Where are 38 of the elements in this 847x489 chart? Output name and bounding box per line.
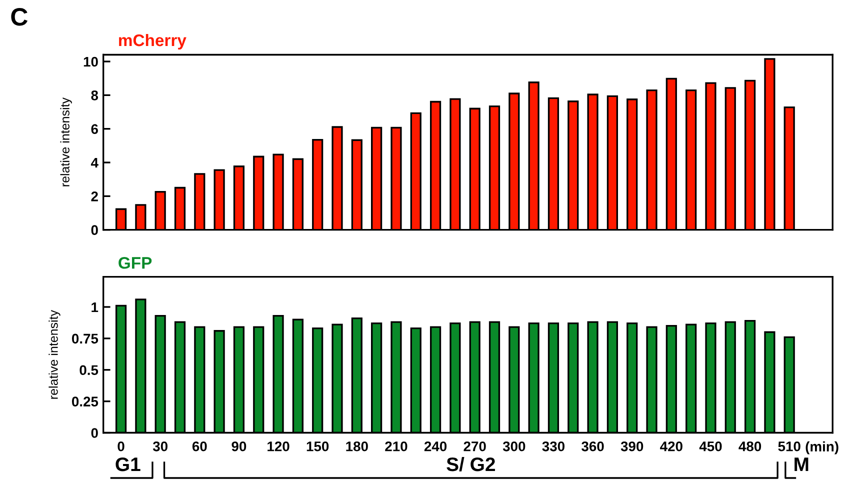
text: S/ G2 (446, 456, 495, 472)
y-tick-label: 6 (91, 124, 98, 134)
x-tick-label: 240 (424, 441, 447, 452)
text: (min) (806, 441, 838, 454)
y-tick-label: 0.75 (72, 334, 98, 344)
y-tick-label: 0 (91, 225, 98, 235)
y-tick-label: 8 (91, 90, 98, 100)
x-tick-label: 30 (152, 441, 168, 452)
x-tick-label: 300 (502, 441, 526, 452)
text: G1 (116, 457, 140, 472)
x-tick-label: 480 (738, 441, 762, 452)
x-tick-label: 420 (660, 441, 682, 452)
x-tick-label: 150 (306, 441, 329, 452)
y-tick-label: 2 (91, 192, 98, 202)
x-tick-label: 330 (542, 441, 564, 452)
text: C (11, 8, 28, 26)
x-tick-label: 90 (232, 441, 246, 452)
x-tick-label: 450 (699, 441, 722, 452)
y-tick-label: 1 (92, 302, 98, 312)
chart-title: GFP (118, 257, 152, 269)
text: M (794, 458, 808, 472)
chart-title: mCherry (119, 34, 186, 50)
x-tick-label: 180 (346, 441, 368, 452)
y-axis-title: relative intensity (60, 98, 72, 186)
x-tick-label: 510 (778, 441, 800, 452)
x-tick-label: 390 (620, 441, 644, 452)
x-tick-label: 0 (118, 441, 124, 452)
y-tick-label: 10 (84, 56, 98, 67)
y-tick-label: 0 (91, 428, 98, 438)
x-tick-label: 120 (268, 441, 290, 452)
x-tick-label: 270 (464, 441, 486, 452)
x-tick-label: 60 (192, 441, 207, 452)
y-axis-title: relative intensity (48, 310, 60, 399)
y-tick-label: 0.25 (72, 396, 98, 406)
x-tick-label: 210 (385, 441, 408, 452)
y-tick-label: 0.5 (80, 365, 98, 376)
x-tick-label: 360 (582, 441, 604, 452)
y-tick-label: 4 (90, 158, 98, 168)
